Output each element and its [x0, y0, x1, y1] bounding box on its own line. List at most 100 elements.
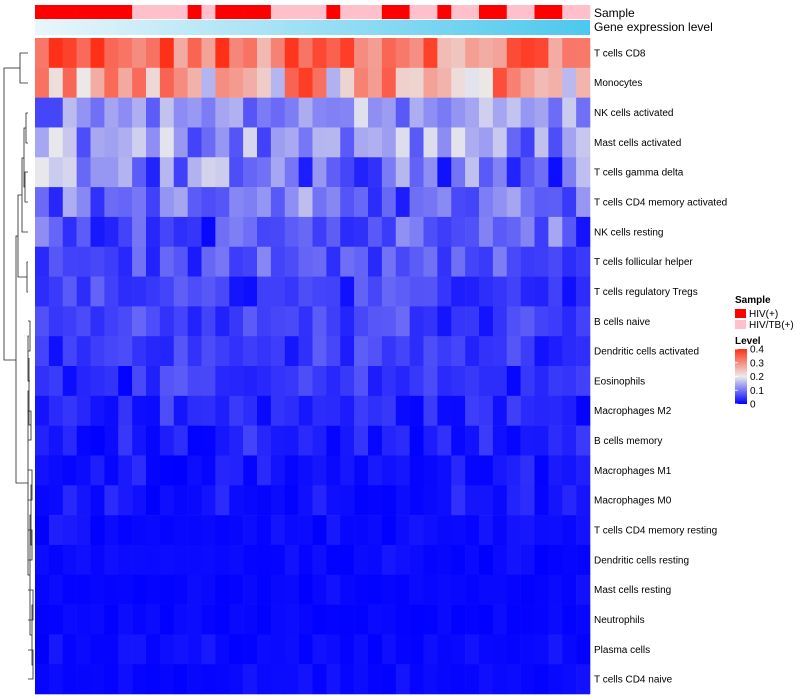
heatmap-cell [243, 38, 258, 69]
heatmap-cell [479, 38, 494, 69]
heatmap-cell [187, 157, 202, 188]
heatmap-cell [520, 216, 535, 248]
heatmap-cell [76, 187, 91, 218]
legend-label-hiv: HIV(+) [749, 309, 778, 320]
heatmap-cell [479, 306, 494, 337]
heatmap-cell [395, 127, 410, 158]
heatmap-cell [548, 604, 563, 635]
heatmap-cell [465, 38, 480, 69]
heatmap-cell [257, 395, 272, 426]
heatmap-cell [326, 97, 341, 128]
heatmap-cell [479, 187, 494, 218]
heatmap-cell [146, 97, 161, 128]
heatmap-cell [187, 67, 202, 98]
heatmap-cell [90, 127, 105, 158]
heatmap-cell [284, 38, 299, 69]
heatmap-cell [312, 485, 327, 516]
heatmap-cell [270, 38, 286, 69]
heatmap-cell [284, 246, 299, 277]
heatmap-cell [423, 97, 438, 128]
heatmap-cell [104, 306, 119, 337]
heatmap-cell [201, 67, 216, 98]
heatmap-cell [215, 187, 230, 218]
heatmap-cell [229, 366, 244, 397]
heatmap-cell [451, 187, 466, 218]
heatmap-cell [437, 216, 452, 248]
heatmap-cell [146, 306, 161, 337]
heatmap-cell [257, 664, 272, 695]
heatmap-cell [534, 366, 549, 397]
heatmap-cell [243, 187, 258, 218]
heatmap-cell [354, 97, 369, 128]
sample-annotation-cell [298, 5, 313, 19]
heatmap-cell [534, 664, 549, 695]
heatmap-cell [35, 306, 50, 337]
heatmap-cell [562, 425, 577, 456]
heatmap-cell [229, 664, 244, 695]
heatmap-cell [423, 604, 438, 635]
level-legend-title: Level [735, 336, 761, 347]
heatmap-cell [437, 485, 452, 516]
heatmap-cell [104, 634, 119, 665]
heatmap-cell [520, 455, 535, 486]
heatmap-cell [201, 246, 216, 277]
heatmap-cell [520, 38, 535, 69]
heatmap-cell [132, 38, 147, 69]
sample-annotation-cell [35, 5, 50, 19]
heatmap-cell [159, 157, 175, 188]
heatmap-cell [48, 67, 64, 98]
heatmap-cell [368, 306, 383, 337]
heatmap-cell [340, 187, 355, 218]
heatmap-cell [173, 425, 188, 456]
heatmap-cell [62, 216, 77, 248]
heatmap-cell [479, 485, 494, 516]
dendro-branch [3, 67, 16, 361]
heatmap-cell [548, 544, 563, 576]
heatmap-cell [90, 604, 105, 635]
heatmap-cell [340, 127, 355, 158]
heatmap-cell [159, 216, 175, 248]
heatmap-cell [506, 306, 521, 337]
heatmap-cell [368, 187, 383, 218]
heatmap-cell [562, 634, 577, 665]
heatmap-cell [409, 127, 424, 158]
heatmap-cell [270, 306, 286, 337]
heatmap-cell [118, 544, 133, 576]
sample-annotation-cell [62, 5, 77, 19]
heatmap-cell [423, 515, 438, 546]
sample-annotation-cell [492, 5, 508, 19]
heatmap-cell [48, 425, 64, 456]
heatmap-cell [354, 455, 369, 486]
heatmap-cell [368, 634, 383, 665]
heatmap-cell [243, 216, 258, 248]
heatmap-cell [118, 515, 133, 546]
dendro-branch [28, 410, 32, 441]
heatmap-cell [423, 485, 438, 516]
heatmap-cell [562, 336, 577, 367]
heatmap-cell [340, 276, 355, 307]
heatmap-cell [270, 127, 286, 158]
heatmap-cell [326, 515, 341, 546]
heatmap-cell [187, 187, 202, 218]
heatmap-cell [215, 276, 230, 307]
heatmap-cell [243, 67, 258, 98]
heatmap-cell [132, 306, 147, 337]
heatmap-cell [243, 485, 258, 516]
heatmap-cell [465, 485, 480, 516]
heatmap-cell [35, 187, 50, 218]
heatmap-cell [340, 216, 355, 248]
dendro-branch [15, 235, 28, 484]
heatmap-cell [479, 515, 494, 546]
heatmap-cell [368, 366, 383, 397]
heatmap-cell [159, 246, 175, 277]
heatmap-cell [576, 366, 591, 397]
heatmap-cell [354, 157, 369, 188]
heatmap-cell [534, 246, 549, 277]
heatmap-cell [479, 664, 494, 695]
heatmap-cell [354, 515, 369, 546]
heatmap-cell [132, 187, 147, 218]
heatmap-cell [368, 604, 383, 635]
heatmap-cell [451, 574, 466, 605]
heatmap-cell [201, 395, 216, 426]
heatmap-cell [312, 246, 327, 277]
